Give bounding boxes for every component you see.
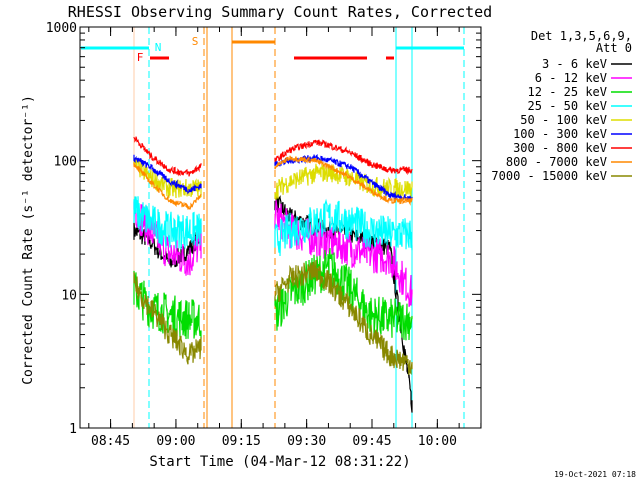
flag-label-f: F bbox=[137, 51, 144, 64]
series-line-orbit2 bbox=[274, 200, 413, 307]
series-line-orbit1 bbox=[133, 196, 202, 250]
series-line-orbit1 bbox=[133, 154, 202, 195]
series-800-7000kev bbox=[133, 155, 413, 210]
series-line-orbit2 bbox=[274, 198, 413, 257]
x-tick-label: 09:00 bbox=[156, 434, 195, 449]
legend-label: 6 - 12 keV bbox=[535, 71, 607, 85]
series-12-25kev bbox=[133, 248, 413, 341]
legend-label: 100 - 300 keV bbox=[513, 127, 607, 141]
legend-label: 7000 - 15000 keV bbox=[491, 169, 607, 183]
y-tick-label: 10 bbox=[61, 288, 77, 303]
series-line-orbit1 bbox=[133, 271, 202, 365]
x-axis-label: Start Time (04-Mar-12 08:31:22) bbox=[149, 454, 410, 470]
plot-frame bbox=[79, 26, 482, 429]
flag-label-n: N bbox=[155, 41, 162, 54]
series-line-orbit2 bbox=[274, 248, 413, 341]
series-50-100kev bbox=[133, 157, 413, 200]
x-tick-label: 08:45 bbox=[91, 434, 130, 449]
legend-label: 25 - 50 keV bbox=[528, 99, 607, 113]
x-tick-label: 09:45 bbox=[352, 434, 391, 449]
series-6-12kev bbox=[133, 200, 413, 307]
y-tick-label: 1 bbox=[69, 422, 77, 437]
x-tick-label: 09:30 bbox=[287, 434, 326, 449]
series-300-800kev bbox=[133, 136, 413, 177]
series-7000-15000kev bbox=[133, 259, 413, 376]
flag-label-s: S bbox=[192, 35, 199, 48]
legend-label: 800 - 7000 keV bbox=[506, 155, 607, 169]
series-line-orbit1 bbox=[133, 157, 202, 199]
chart-title: RHESSI Observing Summary Count Rates, Co… bbox=[68, 3, 492, 21]
legend-header-line2: Att 0 bbox=[596, 41, 632, 55]
y-tick-label: 1000 bbox=[46, 21, 77, 36]
legend-label: 50 - 100 keV bbox=[520, 113, 607, 127]
x-tick-label: 10:00 bbox=[418, 434, 457, 449]
series-line-orbit1 bbox=[133, 136, 202, 177]
legend-header-line1: Det 1,3,5,6,9, bbox=[531, 29, 632, 43]
series-line-orbit2 bbox=[274, 163, 413, 200]
legend-label: 12 - 25 keV bbox=[528, 85, 607, 99]
series-line-orbit2 bbox=[274, 154, 413, 203]
series-line-orbit2 bbox=[274, 155, 413, 206]
legend-label: 3 - 6 keV bbox=[542, 57, 607, 71]
series-line-orbit1 bbox=[133, 270, 202, 340]
series-line-orbit1 bbox=[133, 201, 202, 276]
y-axis-label: Corrected Count Rate (s⁻¹ detector⁻¹) bbox=[21, 95, 36, 385]
series-line-orbit2 bbox=[274, 259, 413, 376]
series-line-orbit1 bbox=[133, 162, 202, 210]
x-tick-label: 09:15 bbox=[222, 434, 261, 449]
series-line-orbit2 bbox=[274, 139, 413, 176]
legend-label: 300 - 800 keV bbox=[513, 141, 607, 155]
footer-timestamp: 19-Oct-2021 07:18 bbox=[554, 470, 636, 479]
series-100-300kev bbox=[133, 154, 413, 203]
series-25-50kev bbox=[133, 196, 413, 257]
y-tick-label: 100 bbox=[54, 155, 77, 170]
